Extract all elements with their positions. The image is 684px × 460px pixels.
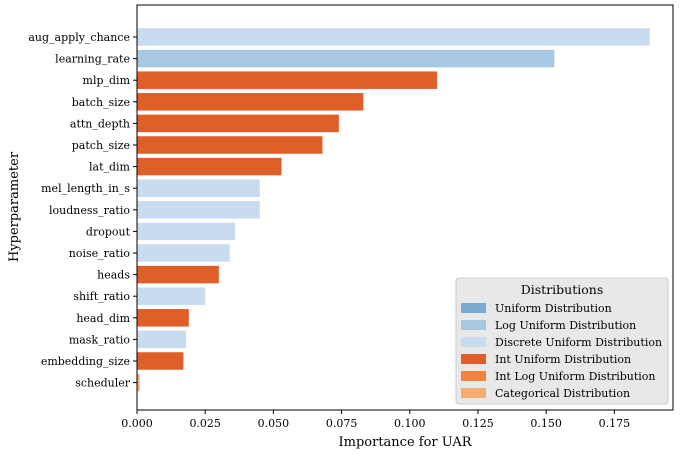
bar-heads	[137, 265, 219, 284]
legend: Distributions Uniform Distribution Log Un…	[455, 277, 669, 405]
y-tick-label: scheduler	[75, 377, 131, 390]
bar-mel-length-in-s	[137, 179, 260, 197]
y-tick-label: dropout	[86, 225, 131, 238]
y-tick-label: mel_length_in_s	[41, 182, 130, 195]
y-tick-label: attn_depth	[70, 117, 130, 130]
x-tick-label: 0.100	[394, 417, 426, 430]
bar-head-dim	[137, 309, 189, 327]
x-tick-label: 0.000	[121, 417, 153, 430]
legend-label: Int Uniform Distribution	[495, 353, 631, 366]
x-tick-label: 0.175	[599, 417, 631, 430]
legend-label: Categorical Distribution	[495, 387, 630, 400]
bar-batch-size	[137, 93, 364, 111]
x-tick-label: 0.125	[462, 417, 494, 430]
x-axis: 0.000 0.025 0.050 0.075 0.100 0.125 0.150 0.175	[121, 410, 630, 430]
bar-mlp-dim	[137, 71, 438, 89]
bar-noise-ratio	[137, 244, 230, 262]
legend-swatch	[461, 337, 486, 347]
y-tick-label: embedding_size	[41, 355, 130, 368]
y-tick-label: head_dim	[76, 312, 130, 325]
y-tick-label: mask_ratio	[69, 333, 131, 346]
legend-swatch	[461, 303, 486, 313]
y-tick-label: heads	[97, 269, 130, 282]
bar-aug-apply-chance	[137, 28, 650, 46]
legend-title: Distributions	[521, 282, 604, 297]
y-tick-label: lat_dim	[89, 161, 131, 174]
bar-attn-depth	[137, 114, 339, 133]
bars-group	[137, 28, 650, 392]
bar-mask-ratio	[137, 330, 187, 349]
bar-patch-size	[137, 136, 323, 154]
legend-label: Log Uniform Distribution	[495, 319, 636, 332]
x-tick-label: 0.150	[530, 417, 562, 430]
y-tick-label: shift_ratio	[73, 290, 130, 303]
y-axis-label: Hyperparameter	[7, 151, 22, 262]
bar-shift-ratio	[137, 287, 206, 305]
bar-embedding-size	[137, 352, 184, 370]
y-tick-label: mlp_dim	[83, 74, 131, 87]
x-tick-label: 0.025	[189, 417, 221, 430]
bar-lat-dim	[137, 157, 282, 176]
y-tick-label: noise_ratio	[69, 247, 131, 260]
y-tick-label: learning_rate	[55, 53, 130, 66]
y-tick-label: batch_size	[72, 96, 130, 109]
legend-swatch	[461, 388, 486, 398]
y-tick-label: aug_apply_chance	[28, 31, 130, 44]
legend-label: Int Log Uniform Distribution	[495, 370, 656, 383]
bar-loudness-ratio	[137, 201, 260, 219]
x-tick-label: 0.075	[326, 417, 358, 430]
x-tick-label: 0.050	[258, 417, 290, 430]
y-axis: aug_apply_chance learning_rate mlp_dimbatc…	[28, 31, 137, 390]
legend-box	[455, 277, 669, 405]
plot-frame	[136, 4, 674, 411]
legend-swatch	[461, 354, 486, 364]
y-tick-label: loudness_ratio	[49, 204, 130, 217]
legend-label: Uniform Distribution	[495, 302, 612, 315]
legend-swatch	[461, 320, 486, 330]
legend-label: Discrete Uniform Distribution	[495, 336, 662, 349]
bar-learning-rate	[137, 49, 555, 68]
bar-scheduler	[137, 373, 140, 392]
y-tick-label: patch_size	[72, 139, 130, 152]
legend-swatch	[461, 371, 486, 381]
bar-dropout	[137, 222, 236, 241]
x-axis-label: Importance for UAR	[339, 435, 473, 450]
